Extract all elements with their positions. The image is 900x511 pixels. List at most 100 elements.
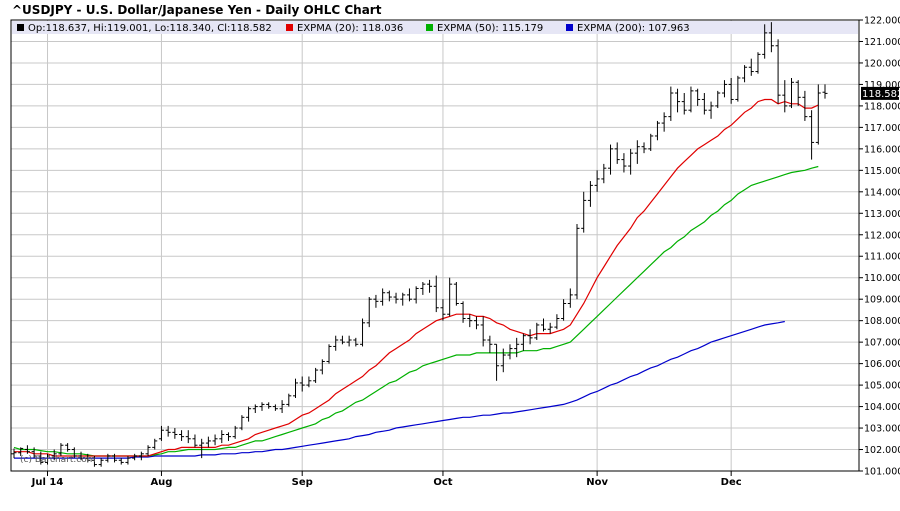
y-tick-label: 115.000 — [864, 166, 900, 177]
y-tick-label: 120.000 — [864, 58, 900, 69]
ohlc-bar — [145, 445, 151, 456]
ohlc-bar — [319, 359, 325, 375]
ohlc-bar — [11, 448, 17, 459]
y-axis-ticks: 101.000 102.000 103.000 104.000 105.000 106.0… — [859, 16, 900, 478]
ohlc-bar — [138, 451, 144, 461]
ohlc-bar — [279, 400, 285, 414]
y-tick-label: 110.000 — [864, 273, 900, 284]
ema200-series — [14, 320, 785, 459]
ohlc-bar — [447, 277, 453, 317]
ohlc-bar — [413, 286, 419, 304]
ohlc-bar — [199, 438, 205, 459]
x-tick-label: Dec — [721, 477, 742, 488]
ohlc-bar — [701, 93, 707, 115]
ohlc-bar — [681, 93, 687, 115]
ohlc-bar — [628, 148, 634, 175]
ohlc-bar — [507, 344, 513, 360]
ohlc-bar — [440, 299, 446, 321]
ohlc-bar — [527, 329, 533, 345]
ohlc-bar — [433, 275, 439, 313]
ohlc-bar — [500, 348, 506, 373]
ohlc-bar — [91, 455, 97, 467]
ohlc-bar — [614, 142, 620, 164]
ohlc-bar — [225, 432, 231, 441]
y-tick-label: 102.000 — [864, 445, 900, 456]
y-tick-label: 105.000 — [864, 381, 900, 392]
ohlc-bar — [71, 447, 77, 459]
y-tick-label: 111.000 — [864, 252, 900, 263]
y-tick-label: 118.000 — [864, 101, 900, 112]
ohlc-bar — [715, 90, 721, 109]
ohlc-bar — [641, 142, 647, 154]
ohlc-bar — [112, 453, 118, 463]
ohlc-bar — [105, 453, 111, 463]
ohlc-bar — [272, 404, 278, 411]
ohlc-bar — [567, 288, 573, 308]
ohlc-bar — [494, 343, 500, 381]
ohlc-bar — [581, 191, 587, 233]
legend-strip — [12, 21, 858, 34]
ohlc-bar — [313, 367, 319, 383]
legend-label-ema50: EXPMA (50): 115.179 — [437, 23, 543, 34]
ohlc-bar — [514, 337, 520, 358]
ohlc-bars — [11, 22, 828, 467]
ohlc-bar — [232, 425, 238, 439]
ohlc-bar — [782, 80, 788, 113]
ohlc-bar — [125, 455, 131, 465]
ohlc-bar — [172, 428, 178, 439]
ohlc-bar — [252, 404, 258, 414]
ohlc-bar — [427, 279, 433, 293]
ohlc-bar — [775, 39, 781, 104]
y-tick-label: 112.000 — [864, 230, 900, 241]
ohlc-bar — [420, 282, 426, 295]
ohlc-bar — [668, 86, 674, 121]
ohlc-bar — [728, 77, 734, 104]
ema200-line — [14, 320, 785, 459]
ohlc-bar — [788, 77, 794, 109]
ohlc-bar — [473, 316, 479, 330]
y-tick-label: 122.000 — [864, 16, 900, 27]
ohlc-bar — [192, 434, 198, 448]
y-tick-label: 114.000 — [864, 187, 900, 198]
ohlc-bar — [675, 88, 681, 113]
watermark: (c) Barchart.com — [20, 455, 96, 465]
x-tick-label: Oct — [433, 477, 452, 488]
legend-label-ema20: EXPMA (20): 118.036 — [297, 23, 403, 34]
ohlc-bar — [219, 430, 225, 444]
y-tick-label: 109.000 — [864, 295, 900, 306]
ohlc-bar — [802, 90, 808, 121]
ema20-line — [14, 98, 819, 457]
legend-swatch-ema20 — [286, 24, 293, 31]
ohlc-bar — [360, 318, 366, 347]
ohlc-bar — [762, 24, 768, 59]
ohlc-bar — [158, 425, 164, 441]
legend-label-ohlc: Op:118.637, Hi:119.001, Lo:118.340, Cl:1… — [28, 23, 272, 34]
x-axis-ticks: Jul 14 Aug Sep Oct Nov Dec — [31, 471, 742, 488]
ohlc-bar — [540, 318, 546, 332]
ohlc-bar — [380, 288, 386, 306]
ohlc-bar — [185, 430, 191, 444]
ohlc-bar — [460, 301, 466, 323]
ohlc-bar — [400, 292, 406, 306]
x-tick-label: Aug — [150, 477, 172, 488]
y-tick-label: 106.000 — [864, 359, 900, 370]
x-tick-label: Sep — [292, 477, 313, 488]
ohlc-bar — [554, 314, 560, 330]
ohlc-bar — [286, 393, 292, 407]
ohlc-bar — [339, 335, 345, 345]
ohlc-bar — [534, 322, 540, 340]
y-tick-label: 104.000 — [864, 402, 900, 413]
ohlc-bar — [246, 406, 252, 422]
ohlc-bar — [708, 101, 714, 119]
last-price-box — [861, 86, 899, 100]
ohlc-bar — [661, 112, 667, 132]
ohlc-bar — [634, 140, 640, 164]
y-tick-label: 103.000 — [864, 424, 900, 435]
y-tick-label: 107.000 — [864, 338, 900, 349]
ohlc-bar — [65, 443, 71, 452]
ohlc-bar — [366, 297, 372, 328]
legend-swatch-ohlc — [17, 24, 24, 31]
ohlc-bar — [406, 288, 412, 302]
ohlc-bar — [259, 402, 265, 411]
ohlc-bar — [742, 65, 748, 83]
